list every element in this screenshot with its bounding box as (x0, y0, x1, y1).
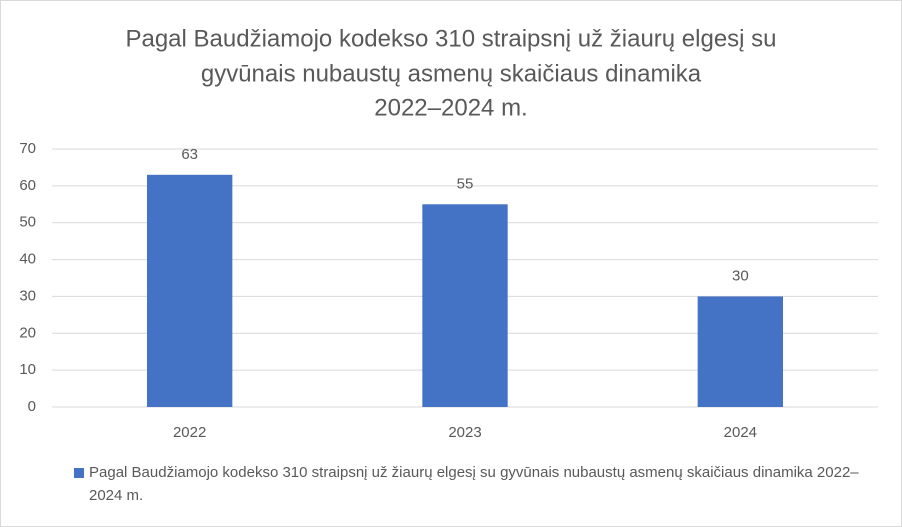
y-tick-label: 10 (19, 361, 36, 378)
bar (422, 204, 508, 407)
legend-label: Pagal Baudžiamojo kodekso 310 straipsnį … (89, 464, 859, 504)
x-tick-label: 2024 (724, 424, 757, 441)
legend: Pagal Baudžiamojo kodekso 310 straipsnį … (74, 461, 864, 507)
y-tick-label: 70 (19, 140, 36, 157)
data-label: 63 (181, 146, 198, 163)
data-label: 55 (457, 175, 474, 192)
y-tick-label: 50 (19, 214, 36, 231)
y-tick-label: 0 (28, 398, 36, 415)
data-label: 30 (732, 267, 749, 284)
chart-title: Pagal Baudžiamojo kodekso 310 straipsnį … (125, 25, 776, 52)
bar (146, 174, 233, 407)
legend-swatch (74, 468, 84, 478)
y-tick-label: 30 (19, 287, 36, 304)
chart-title: gyvūnais nubaustų asmenų skaičiaus dinam… (201, 60, 702, 87)
y-tick-label: 60 (19, 177, 36, 194)
bar (697, 296, 784, 407)
x-tick-label: 2022 (173, 424, 206, 441)
x-tick-label: 2023 (448, 424, 481, 441)
y-tick-label: 20 (19, 324, 36, 341)
y-tick-label: 40 (19, 251, 36, 268)
chart-title: 2022–2024 m. (374, 94, 527, 121)
